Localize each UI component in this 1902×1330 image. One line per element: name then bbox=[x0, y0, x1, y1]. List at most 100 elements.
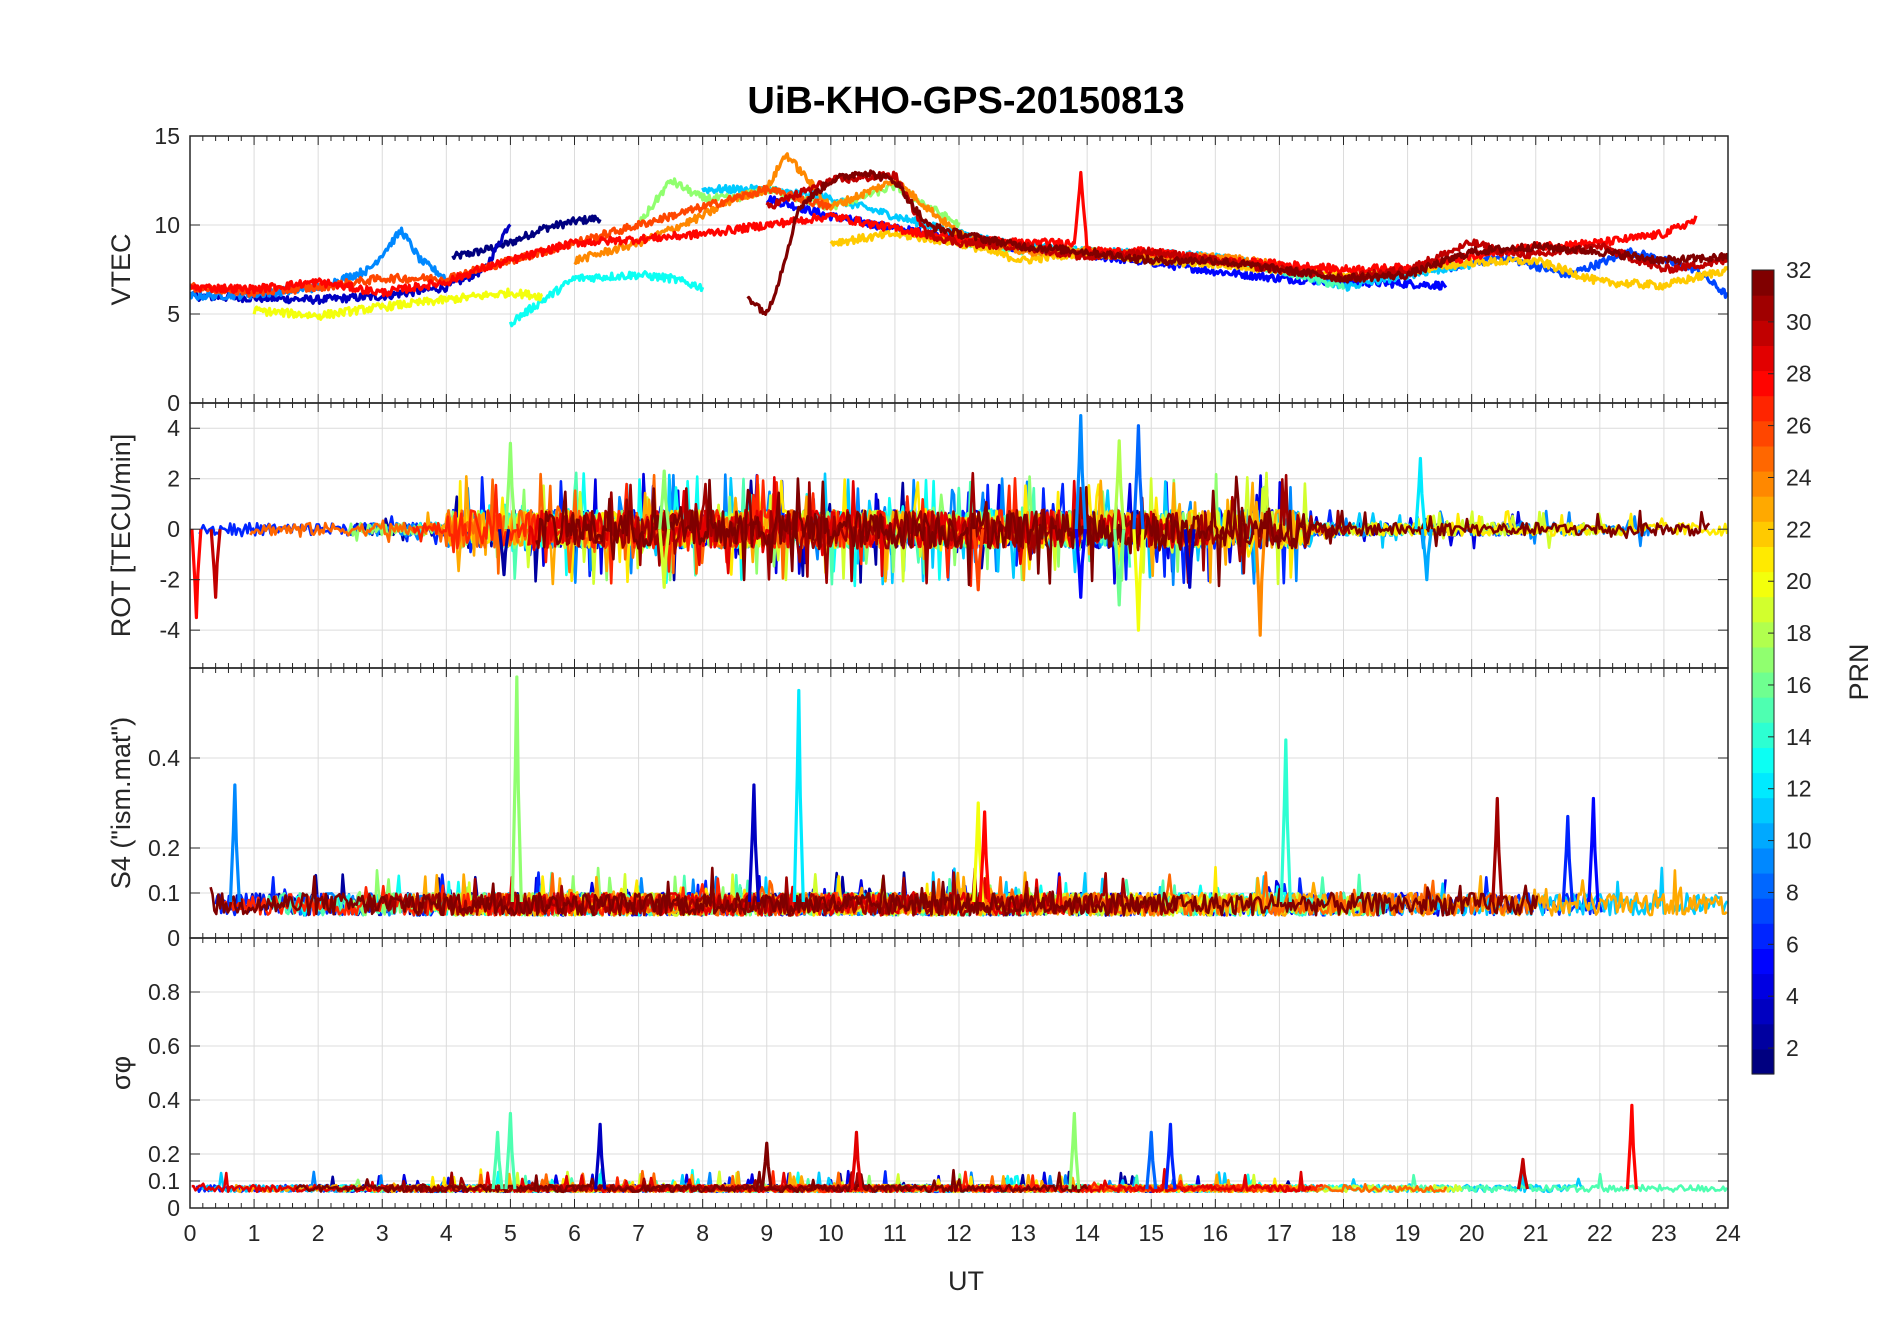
spike-prn-31 bbox=[1491, 796, 1504, 903]
spike-prn-17 bbox=[504, 441, 517, 530]
panel-4: 00.10.2 0.4 0.6 0.8 σφ bbox=[106, 937, 1729, 1221]
series-prn-31 bbox=[563, 471, 1351, 585]
colorbar-swatch bbox=[1752, 496, 1774, 522]
panel-grid bbox=[189, 938, 1729, 1209]
x-tick-label: 3 bbox=[376, 1220, 389, 1246]
y-tick-label: 0.6 bbox=[148, 1033, 180, 1059]
colorbar-swatch bbox=[1752, 320, 1774, 346]
colorbar-tick-label: 12 bbox=[1786, 776, 1812, 802]
colorbar-swatch bbox=[1752, 471, 1774, 497]
x-tick-label: 11 bbox=[883, 1220, 907, 1246]
spike-prn-9 bbox=[228, 783, 241, 903]
colorbar-tick-label: 22 bbox=[1786, 516, 1812, 542]
y-tick-label: 0.4 bbox=[148, 745, 180, 771]
series-prn-32 bbox=[209, 866, 1539, 917]
colorbar-tick-label: 10 bbox=[1786, 828, 1812, 854]
colorbar-swatch bbox=[1752, 1048, 1774, 1075]
spike-prn-17 bbox=[1068, 1111, 1081, 1190]
colorbar-label: PRN bbox=[1844, 643, 1874, 700]
vtec-series-prn-32 bbox=[746, 169, 1728, 316]
y-tick-label: 15 bbox=[154, 123, 180, 149]
colorbar-swatch bbox=[1752, 295, 1774, 321]
colorbar-tick-label: 8 bbox=[1786, 879, 1799, 905]
colorbar-swatch bbox=[1752, 898, 1774, 924]
x-tick-label: 23 bbox=[1651, 1220, 1677, 1246]
colorbar-swatch bbox=[1752, 747, 1774, 774]
spike-prn-15 bbox=[504, 1111, 517, 1190]
y-axis-label: S4 ("ism.mat") bbox=[106, 717, 136, 889]
spike-prn-9 bbox=[1074, 414, 1087, 530]
series-prn-27 bbox=[411, 474, 1057, 588]
x-tick-label: 20 bbox=[1459, 1220, 1485, 1246]
y-tick-label: 5 bbox=[167, 301, 180, 327]
y-axis-label: VTEC bbox=[106, 233, 136, 305]
colorbar-frame bbox=[1751, 269, 1775, 1075]
panel-data bbox=[209, 675, 1728, 917]
spike-prn-18 bbox=[1113, 439, 1126, 530]
spike-prn-3 bbox=[1183, 529, 1196, 589]
spike-prn-15 bbox=[491, 1130, 504, 1190]
x-tick-label: 14 bbox=[1074, 1220, 1100, 1246]
vtec-series-prn-1 bbox=[451, 214, 602, 260]
y-tick-label: -2 bbox=[160, 567, 180, 593]
colorbar-swatch bbox=[1752, 1023, 1774, 1050]
spike-prn-6 bbox=[1561, 814, 1574, 903]
vtec-series-prn-13 bbox=[508, 270, 705, 328]
y-tick-label: 0.2 bbox=[148, 835, 180, 861]
colorbar-swatch bbox=[1752, 873, 1774, 899]
spike-prn-17 bbox=[510, 675, 523, 903]
spike-prn-3 bbox=[747, 783, 761, 903]
y-tick-label: 0.1 bbox=[148, 1168, 180, 1194]
y-tick-label: 0.2 bbox=[148, 1141, 180, 1167]
spike-prn-2 bbox=[497, 528, 511, 577]
colorbar-swatch bbox=[1752, 847, 1774, 874]
colorbar-swatch bbox=[1752, 973, 1774, 1000]
chart-title: UiB-KHO-GPS-20150813 bbox=[747, 80, 1184, 122]
x-tick-label: 17 bbox=[1267, 1220, 1293, 1246]
colorbar-swatch bbox=[1752, 270, 1774, 296]
panel-data bbox=[190, 152, 1728, 328]
colorbar-swatch bbox=[1752, 621, 1774, 648]
x-tick-label: 9 bbox=[760, 1220, 773, 1246]
y-tick-label: 0.1 bbox=[148, 880, 180, 906]
spike-prn-30 bbox=[1516, 1157, 1529, 1190]
colorbar-swatch bbox=[1752, 646, 1774, 673]
x-tick-label: 6 bbox=[568, 1220, 581, 1246]
spike-prn-12 bbox=[792, 688, 805, 903]
panel-3: 0 0.1 0.2 0.4 S4 ("ism.mat") bbox=[106, 667, 1729, 951]
y-tick-label: 0 bbox=[167, 390, 180, 416]
colorbar-tick-label: 16 bbox=[1786, 672, 1812, 698]
colorbar-swatch bbox=[1752, 998, 1774, 1025]
spike-prn-24 bbox=[1254, 529, 1267, 637]
colorbar-swatch bbox=[1752, 948, 1774, 975]
spike-prn-14 bbox=[1279, 738, 1292, 903]
y-tick-label: -4 bbox=[160, 617, 181, 643]
y-tick-label: 0 bbox=[167, 925, 180, 951]
spike-prn-19 bbox=[658, 529, 671, 589]
colorbar-swatch bbox=[1752, 672, 1774, 698]
x-tick-label: 8 bbox=[696, 1220, 709, 1246]
y-axis-label: ROT [TECU/min] bbox=[106, 434, 136, 638]
x-tick-label: 0 bbox=[184, 1220, 197, 1246]
spike-prn-28 bbox=[1625, 1103, 1638, 1190]
colorbar-swatch bbox=[1752, 571, 1774, 598]
spike-prn-17 bbox=[658, 469, 671, 530]
panel-data bbox=[190, 414, 1728, 637]
y-tick-label: 2 bbox=[167, 466, 180, 492]
colorbar-tick-label: 14 bbox=[1786, 724, 1812, 750]
x-tick-label: 21 bbox=[1523, 1220, 1549, 1246]
spike-prn-20 bbox=[1132, 529, 1145, 632]
spike-prn-5 bbox=[1587, 796, 1600, 903]
spike-prn-30 bbox=[209, 529, 222, 599]
x-tick-label: 24 bbox=[1715, 1220, 1741, 1246]
x-tick-label: 2 bbox=[312, 1220, 325, 1246]
x-tick-label: 10 bbox=[818, 1220, 844, 1246]
colorbar-swatch bbox=[1752, 420, 1774, 447]
colorbar-tick-label: 30 bbox=[1786, 309, 1812, 335]
panel-data bbox=[191, 1103, 1728, 1194]
y-tick-label: 4 bbox=[167, 415, 180, 441]
x-tick-label: 18 bbox=[1331, 1220, 1357, 1246]
